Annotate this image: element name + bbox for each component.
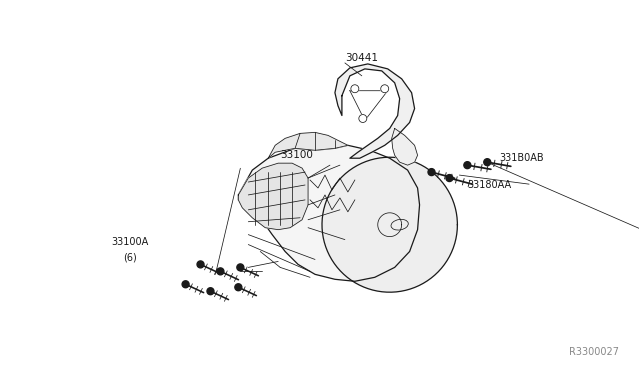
Polygon shape [238,163,308,230]
Text: 33100A: 33100A [111,237,148,247]
Circle shape [359,115,367,122]
Circle shape [182,281,189,288]
Polygon shape [392,128,417,165]
Circle shape [446,174,453,182]
Circle shape [464,162,471,169]
Circle shape [207,288,214,295]
Text: 33100: 33100 [280,150,313,160]
Text: R3300027: R3300027 [569,347,619,357]
Polygon shape [268,132,348,158]
Polygon shape [322,157,458,292]
Text: 30441: 30441 [345,53,378,63]
Circle shape [237,264,244,271]
Text: (6): (6) [123,253,136,263]
Circle shape [217,268,224,275]
Circle shape [197,261,204,268]
Text: 331B0AB: 331B0AB [499,153,544,163]
Circle shape [484,159,491,166]
Circle shape [235,284,242,291]
Polygon shape [238,145,420,281]
Circle shape [351,85,359,93]
Circle shape [428,169,435,176]
Circle shape [381,85,388,93]
Polygon shape [350,91,388,121]
Polygon shape [335,64,415,158]
Text: 33180AA: 33180AA [467,180,511,190]
